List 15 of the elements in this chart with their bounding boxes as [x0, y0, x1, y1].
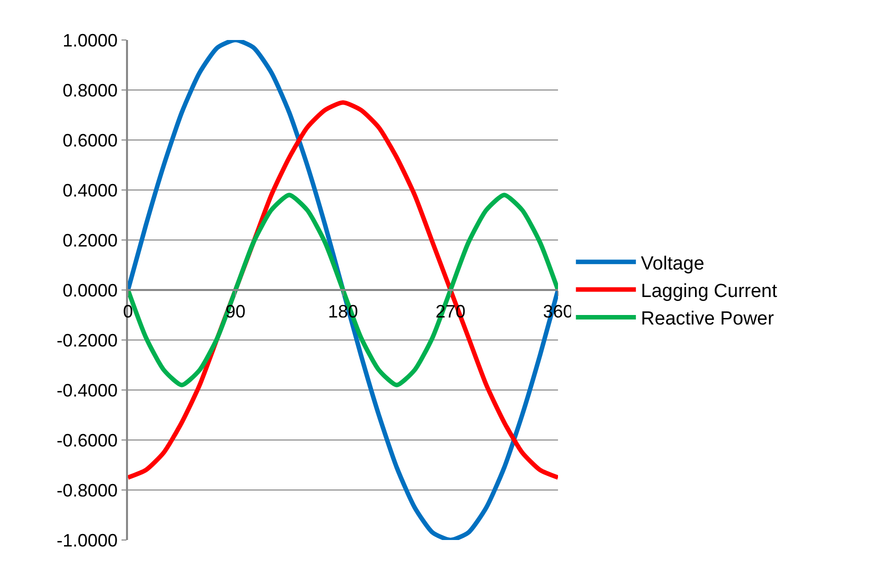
y-tick-label: 0.0000	[62, 280, 118, 300]
y-tick-label: -0.4000	[56, 380, 118, 400]
legend-label: Reactive Power	[640, 308, 775, 330]
y-tick-label: 0.2000	[62, 230, 118, 250]
legend-label: Lagging Current	[640, 280, 778, 302]
y-tick-label: 0.6000	[62, 130, 118, 150]
y-tick-label: -0.6000	[56, 430, 118, 450]
y-tick-label: 0.8000	[62, 80, 118, 100]
y-tick-label: -0.8000	[56, 480, 118, 500]
x-tick-label: 0	[122, 301, 134, 322]
y-tick-label: -0.2000	[56, 330, 118, 350]
y-tick-label: 0.4000	[62, 180, 118, 200]
y-tick-label: 1.0000	[62, 30, 118, 50]
y-tick-label: -1.0000	[56, 530, 118, 550]
legend-label: Voltage	[640, 253, 704, 274]
